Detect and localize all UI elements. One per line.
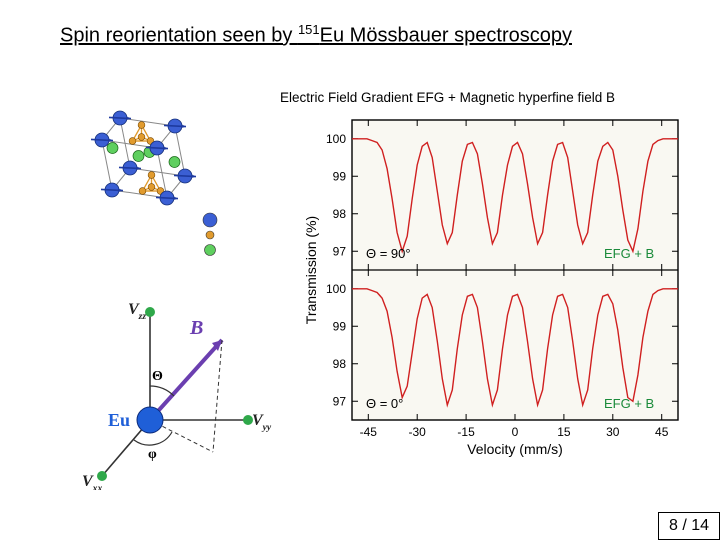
svg-text:-15: -15 [457,425,475,439]
page-title: Spin reorientation seen by 151Eu Mössbau… [60,22,572,48]
page-counter: 8 / 14 [658,512,720,540]
svg-text:Vzz: Vzz [128,301,146,322]
svg-text:Θ = 0°: Θ = 0° [366,396,403,411]
svg-text:15: 15 [557,425,571,439]
title-post: Eu Mössbauer spectroscopy [320,25,572,47]
svg-text:φ: φ [148,447,157,462]
crystal-structure [90,100,250,260]
svg-text:99: 99 [333,319,347,333]
title-sup: 151 [298,22,320,37]
svg-text:99: 99 [333,169,347,183]
svg-text:97: 97 [333,394,347,408]
svg-text:97: 97 [333,244,347,258]
title-pre: Spin reorientation seen by [60,25,298,47]
svg-text:EFG + B: EFG + B [604,396,654,411]
svg-text:100: 100 [326,282,346,296]
subtitle: Electric Field Gradient EFG + Magnetic h… [280,90,615,105]
svg-text:Θ: Θ [152,369,163,384]
svg-text:-30: -30 [409,425,427,439]
svg-text:98: 98 [333,207,347,221]
svg-text:Eu: Eu [108,410,130,430]
svg-text:Vyy: Vyy [252,412,272,433]
efg-axes-diagram: VzzVyyVxxBEuΘφ [80,300,280,490]
svg-text:0: 0 [512,425,519,439]
svg-text:45: 45 [655,425,669,439]
svg-text:Θ = 90°: Θ = 90° [366,246,411,261]
svg-text:Transmission (%): Transmission (%) [303,216,319,324]
svg-text:Velocity (mm/s): Velocity (mm/s) [467,441,563,457]
svg-text:100: 100 [326,132,346,146]
svg-text:30: 30 [606,425,620,439]
svg-text:EFG + B: EFG + B [604,246,654,261]
svg-text:B: B [189,317,203,339]
svg-text:98: 98 [333,357,347,371]
svg-text:-45: -45 [360,425,378,439]
mossbauer-spectra: -45 -30 -15 0 15 30 45 97 98 99 100 97 98 99 100 Θ = 90… [300,110,690,460]
